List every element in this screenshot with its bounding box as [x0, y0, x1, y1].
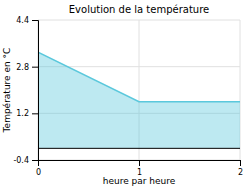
y-tick-mark — [32, 67, 38, 68]
x-tick-label: 0 — [36, 168, 41, 177]
y-tick-mark — [32, 20, 38, 21]
y-tick-label: -0.4 — [13, 156, 29, 165]
title: Evolution de la température — [69, 4, 209, 15]
y-axis-title: Température en °C — [2, 48, 12, 134]
x-tick-mark — [139, 160, 140, 166]
plot: 0 1 2 -0.4 1.2 2.8 4.4 — [13, 16, 243, 177]
y-tick-mark — [32, 160, 38, 161]
line — [38, 52, 240, 102]
y-tick: 4.4 — [16, 16, 38, 25]
x-axis-title: heure par heure — [103, 176, 176, 186]
x-tick-label: 2 — [238, 168, 243, 177]
y-axis: -0.4 1.2 2.8 4.4 — [13, 16, 38, 165]
y-tick: 2.8 — [16, 63, 38, 72]
grid — [38, 20, 240, 160]
y-tick: -0.4 — [13, 156, 38, 165]
x-axis: 0 1 2 — [36, 160, 243, 177]
y-tick: 1.2 — [16, 109, 38, 118]
baseline — [38, 148, 240, 149]
x-tick: 2 — [238, 160, 243, 177]
x-tick-mark — [240, 160, 241, 166]
y-tick-label: 4.4 — [16, 16, 29, 25]
x-tick: 0 — [36, 160, 41, 177]
x-tick: 1 — [137, 160, 142, 177]
area — [38, 52, 240, 148]
marks — [38, 52, 240, 148]
y-tick-mark — [32, 113, 38, 114]
x-axis-line — [39, 161, 241, 167]
y-tick-label: 2.8 — [16, 63, 29, 72]
y-axis-line — [32, 21, 39, 161]
chart: 0 1 2 -0.4 1.2 2.8 4.4 Evolution de la températ… — [0, 0, 250, 188]
y-tick-label: 1.2 — [16, 109, 29, 118]
